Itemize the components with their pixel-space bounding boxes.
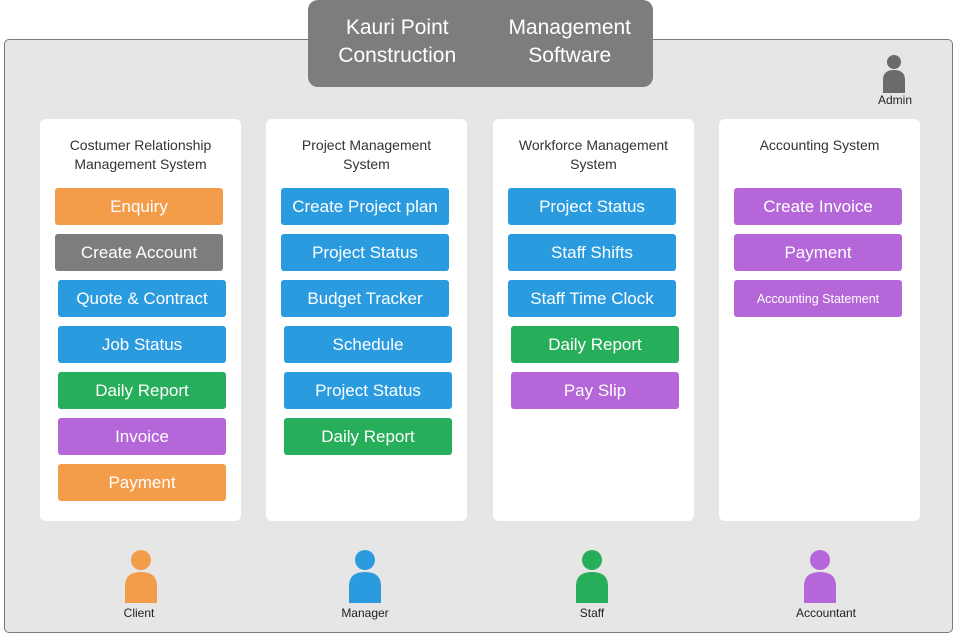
app-title-line2: Management Software: [508, 15, 632, 67]
crm-daily-report-button[interactable]: Daily Report: [58, 372, 226, 409]
pm-project-status-button[interactable]: Project Status: [281, 234, 449, 271]
app-title-line1: Kauri Point Construction: [338, 15, 457, 67]
panel-crm-title: Costumer Relationship Management System: [40, 136, 241, 174]
panel-pm-title-line1: Project Management: [301, 137, 432, 153]
panel-wm-title-line2: System: [570, 156, 617, 172]
accountant-label: Accountant: [795, 606, 857, 620]
crm-quote-contract-button[interactable]: Quote & Contract: [58, 280, 226, 317]
acc-payment-button[interactable]: Payment: [734, 234, 902, 271]
acc-create-invoice-button[interactable]: Create Invoice: [734, 188, 902, 225]
accountant-user-icon: [804, 550, 836, 603]
wm-pay-slip-button[interactable]: Pay Slip: [511, 372, 679, 409]
wm-staff-shifts-button[interactable]: Staff Shifts: [508, 234, 676, 271]
acc-accounting-statement-button[interactable]: Accounting Statement: [734, 280, 902, 317]
staff-label: Staff: [579, 606, 605, 620]
panel-pm-title-line2: System: [343, 156, 390, 172]
pm-project-status-2-button[interactable]: Project Status: [284, 372, 452, 409]
panel-acc-title-line1: Accounting System: [759, 137, 880, 153]
wm-project-status-button[interactable]: Project Status: [508, 188, 676, 225]
staff-user-icon: [576, 550, 608, 603]
panel-crm-title-line1: Costumer Relationship: [69, 137, 212, 153]
pm-schedule-button[interactable]: Schedule: [284, 326, 452, 363]
panel-workforce-management: Workforce Management System Project Stat…: [493, 119, 694, 521]
admin-label: Admin: [877, 93, 912, 107]
crm-create-account-button[interactable]: Create Account: [55, 234, 223, 271]
crm-job-status-button[interactable]: Job Status: [58, 326, 226, 363]
panel-wm-title-line1: Workforce Management: [518, 137, 669, 153]
client-user-icon: [125, 550, 157, 603]
manager-label: Manager: [341, 606, 389, 620]
admin-user-icon: [883, 55, 905, 93]
panel-crm: Costumer Relationship Management System …: [40, 119, 241, 521]
pm-daily-report-button[interactable]: Daily Report: [284, 418, 452, 455]
panel-project-management: Project Management System Create Project…: [266, 119, 467, 521]
panel-pm-title: Project Management System: [266, 136, 467, 174]
crm-enquiry-button[interactable]: Enquiry: [55, 188, 223, 225]
panel-crm-title-line2: Management System: [74, 156, 207, 172]
app-title: Kauri Point Construction Management Soft…: [308, 0, 653, 87]
pm-budget-tracker-button[interactable]: Budget Tracker: [281, 280, 449, 317]
crm-invoice-button[interactable]: Invoice: [58, 418, 226, 455]
crm-payment-button[interactable]: Payment: [58, 464, 226, 501]
pm-create-project-plan-button[interactable]: Create Project plan: [281, 188, 449, 225]
wm-staff-time-clock-button[interactable]: Staff Time Clock: [508, 280, 676, 317]
panel-wm-title: Workforce Management System: [493, 136, 694, 174]
manager-user-icon: [349, 550, 381, 603]
panel-accounting: Accounting System Create Invoice Payment…: [719, 119, 920, 521]
wm-daily-report-button[interactable]: Daily Report: [511, 326, 679, 363]
client-label: Client: [123, 606, 155, 620]
panel-acc-title: Accounting System: [719, 136, 920, 155]
